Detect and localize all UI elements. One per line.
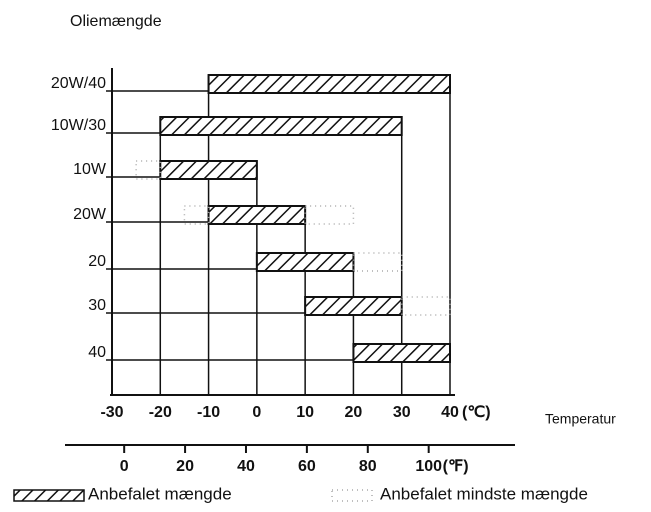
bar <box>207 74 451 94</box>
x2-tick-label: 0 <box>120 458 129 475</box>
y-tick-label: 20W <box>73 206 107 223</box>
x-tick-label: 20 <box>345 404 363 421</box>
x2-tick-label: 60 <box>298 458 316 475</box>
legend-swatch <box>331 489 373 502</box>
y-tick-label: 20W/40 <box>51 75 106 92</box>
x-unit: (℃) <box>462 404 491 421</box>
bar <box>352 343 451 363</box>
min-bar <box>304 205 355 225</box>
x-tick-label: -10 <box>197 404 220 421</box>
y-tick-label: 10W/30 <box>51 117 106 134</box>
y-axis-title: Oliemængde <box>70 13 162 30</box>
y-tick-label: 10W <box>73 161 107 178</box>
min-bar <box>400 296 451 316</box>
y-tick-label: 30 <box>88 297 106 314</box>
y-tick-label: 40 <box>88 344 106 361</box>
x-axis-title: Temperatur <box>545 411 616 427</box>
x2-tick-label: 80 <box>359 458 377 475</box>
x-tick-label: 10 <box>296 404 314 421</box>
legend-label: Anbefalet mængde <box>88 484 232 503</box>
x2-tick-label: 40 <box>237 458 255 475</box>
y-tick-label: 20 <box>88 253 106 270</box>
bar <box>159 116 403 136</box>
bar <box>159 160 258 180</box>
bar <box>207 205 307 225</box>
x-tick-label: -20 <box>149 404 172 421</box>
x-tick-label: 40 <box>441 404 459 421</box>
min-bar <box>135 160 162 180</box>
min-bar <box>183 205 210 225</box>
bar <box>255 252 355 272</box>
x-tick-label: -30 <box>100 404 123 421</box>
bar <box>304 296 403 316</box>
min-bar <box>352 252 403 272</box>
x-tick-label: 0 <box>252 404 261 421</box>
x2-unit: (℉) <box>443 458 469 475</box>
x2-tick-label: 100 <box>415 458 442 475</box>
x2-tick-label: 20 <box>176 458 194 475</box>
legend-label: Anbefalet mindste mængde <box>380 484 588 503</box>
x-tick-label: 30 <box>393 404 411 421</box>
legend-swatch <box>13 489 85 502</box>
